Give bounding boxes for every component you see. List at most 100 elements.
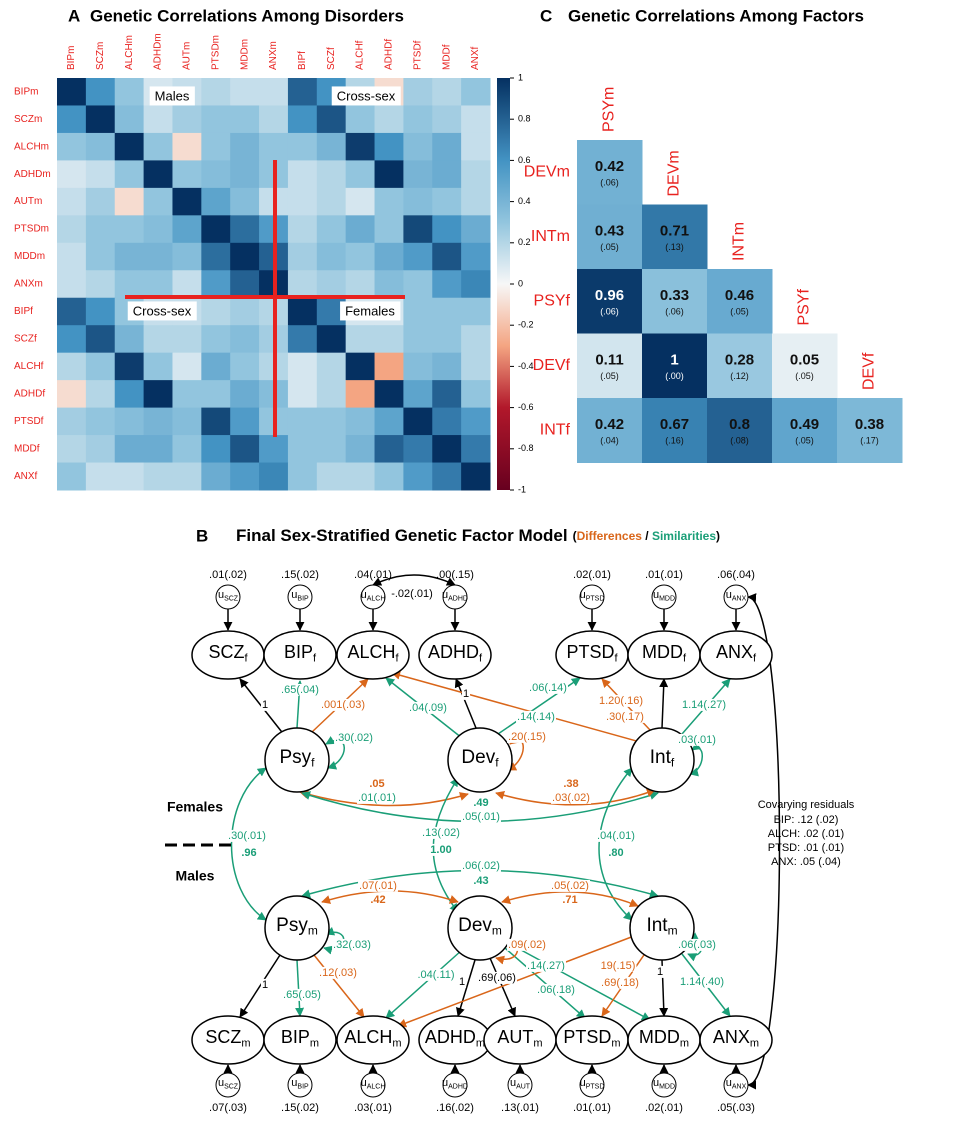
indicator-label: MDDf [642, 642, 687, 665]
heatmap-cell [172, 325, 202, 354]
edge-label-bg [319, 698, 367, 711]
factor-label-base: Dev [461, 747, 495, 768]
column-label: ANXm [268, 41, 279, 70]
cell-value: 0.96 [595, 287, 624, 304]
residual [215, 584, 241, 610]
sem-diagram: SCZfuSCZ.01(.02)BIPfuBIP.15(.02)ALCHfuAL… [191, 569, 781, 1114]
heatmap-cell [316, 407, 347, 436]
column-label: ADHDm [153, 33, 164, 70]
residual-label-sub: SCZ [224, 1083, 239, 1090]
row-label: MDDm [14, 251, 45, 262]
row-label: PTSDf [14, 416, 44, 427]
residual [507, 1072, 533, 1098]
row-label: AUTm [14, 196, 42, 207]
edge-label-bg [680, 698, 728, 711]
edge-label-bg [477, 971, 517, 984]
heatmap-cell [403, 132, 433, 161]
cell-se: (.06) [600, 178, 619, 188]
indicator [336, 630, 410, 680]
column-label: DEVm [666, 150, 683, 196]
heatmap-cell [57, 380, 87, 409]
path-edge [321, 890, 459, 904]
heatmap-cell [57, 297, 87, 326]
edge-label-bg [526, 959, 566, 972]
residual [579, 584, 605, 610]
heatmap-cell [114, 187, 145, 216]
indicator-label-sub: m [611, 1037, 620, 1049]
heatmap-cell [345, 462, 376, 491]
cell-se: (.05) [795, 371, 814, 381]
edge-label: .65(.04) [281, 684, 319, 696]
edge-label-bg [561, 893, 579, 906]
path-edge [385, 949, 463, 1019]
edge-label-bg [368, 777, 386, 790]
factor-label-sub: f [311, 756, 315, 770]
edge-label-bg [390, 587, 434, 600]
residual-value: .02(.01) [645, 1102, 683, 1114]
factor [447, 727, 513, 793]
heatmap-cell [287, 132, 318, 161]
edge-label-bg [678, 975, 726, 988]
indicator-label-sub: m [241, 1037, 250, 1049]
edge-label: .03(.01) [678, 734, 716, 746]
panel-title: Genetic Correlations Among Factors [568, 6, 864, 25]
heatmap-cell [201, 132, 231, 161]
path-edge [295, 959, 305, 1017]
residual-label-base: u [218, 589, 224, 601]
colorbar-tick-label: 1 [518, 72, 523, 82]
edge-label: .05 [369, 778, 384, 790]
path-edge [325, 736, 345, 770]
heatmap-cell [114, 462, 145, 491]
legend-differences: Differences [577, 529, 643, 543]
heatmap-cell [403, 270, 433, 299]
heatmap-cell [143, 105, 173, 134]
residual-label-base: u [291, 589, 297, 601]
indicator-label-base: ALCH [347, 642, 395, 662]
heatmap-cell [287, 187, 318, 216]
cell-value: 0.42 [595, 416, 624, 433]
column-label: SCZm [95, 42, 106, 70]
column-label: ANXf [470, 46, 481, 70]
residual-label-sub: MDD [659, 595, 675, 602]
annotation: Females [345, 303, 395, 318]
edge-label-bg [429, 843, 453, 856]
heatmap-cell [172, 380, 202, 409]
residual-label-base: u [442, 1077, 448, 1089]
edge-label-bg [550, 879, 590, 892]
heatmap-cell [57, 160, 87, 189]
edge-label-bg [334, 731, 374, 744]
indicator-label: ALCHf [347, 642, 399, 665]
residual [579, 1072, 605, 1098]
heatmap-cell [230, 407, 260, 436]
indicator-label: AUTm [497, 1027, 542, 1050]
heatmap-cell [403, 352, 433, 381]
heatmap-cell [114, 215, 145, 244]
heatmap-cell [345, 132, 376, 161]
residual-value: .13(.01) [501, 1102, 539, 1114]
edge-label: .04(.01) [597, 830, 635, 842]
column-label: AUTm [182, 42, 193, 70]
factor-label-sub: m [668, 924, 678, 938]
heatmap-cell [85, 407, 116, 436]
indicator-label: ADHDf [428, 642, 483, 665]
residual-label: uANX [726, 1077, 747, 1090]
heatmap-cell [57, 407, 87, 436]
heatmap-cell [374, 215, 404, 244]
edge-label-bg [260, 698, 270, 711]
heatmap-cell [432, 435, 462, 464]
edge-label: .001(.03) [321, 699, 365, 711]
residual-value: .00(.15) [436, 569, 474, 581]
cell-se: (.06) [665, 307, 684, 317]
note-item: ANX: .05 (.04) [771, 856, 841, 868]
panel-title-line: Final Sex-Stratified Genetic Factor Mode… [236, 526, 720, 545]
heatmap-cell [461, 242, 491, 271]
edge-label-bg [280, 683, 320, 696]
residual-label-sub: BIP [297, 595, 309, 602]
heatmap-cell [316, 215, 347, 244]
heatmap-cell [57, 435, 87, 464]
heatmap-cell [316, 325, 347, 354]
row-label: INTm [531, 228, 570, 245]
annotation-box [127, 301, 197, 321]
factor-label-base: Psy [279, 747, 311, 768]
residual-label-sub: ADHD [448, 1083, 468, 1090]
